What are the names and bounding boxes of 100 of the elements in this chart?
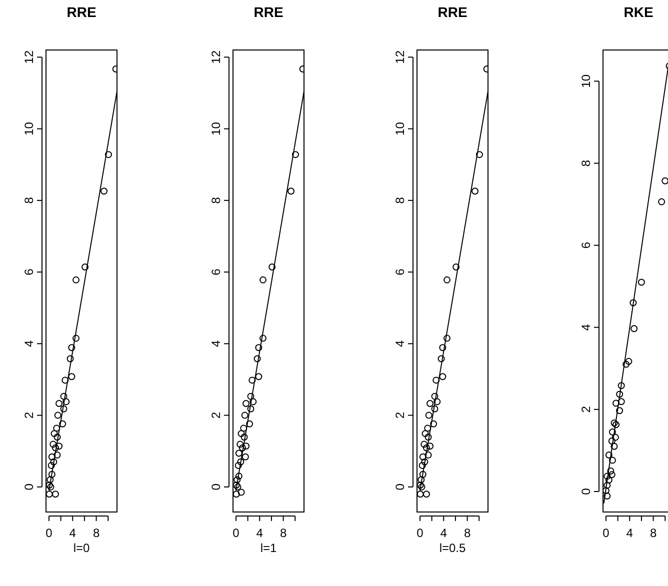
point (430, 420, 438, 428)
point (68, 373, 76, 380)
point (247, 405, 254, 412)
y-tick-label: 0 (579, 488, 593, 495)
point (234, 476, 241, 484)
point (100, 188, 108, 195)
y-tick-label: 2 (393, 412, 407, 419)
point (247, 392, 254, 400)
point (241, 412, 248, 419)
point (72, 276, 80, 284)
point (625, 358, 632, 365)
point (421, 458, 428, 466)
point (254, 355, 261, 362)
chart-title: RRE (254, 4, 284, 20)
point (476, 151, 483, 158)
x-tick-label: 4 (69, 526, 76, 540)
point (59, 420, 66, 428)
point (48, 470, 56, 478)
point (255, 373, 262, 380)
y-tick-label: 2 (22, 412, 36, 419)
point (610, 419, 618, 426)
y-tick-label: 10 (393, 122, 407, 136)
point (616, 407, 624, 414)
point (50, 440, 57, 448)
point (54, 434, 61, 441)
point (104, 151, 112, 158)
point (60, 405, 68, 412)
point (234, 462, 242, 469)
chart-title: RKE (624, 4, 654, 20)
point (438, 355, 445, 362)
point (53, 424, 60, 432)
point (418, 476, 425, 484)
point (658, 198, 666, 206)
point (259, 334, 266, 342)
point (605, 451, 612, 458)
y-tick-label: 10 (579, 74, 593, 88)
point (616, 390, 624, 398)
x-tick-label: 4 (626, 526, 634, 540)
point (54, 452, 61, 459)
point (638, 278, 645, 286)
point (425, 412, 432, 419)
point (62, 398, 70, 406)
x-tick-label: 8 (92, 526, 100, 540)
x-tick-label: 4 (440, 526, 448, 540)
point (612, 434, 619, 441)
y-tick-label: 4 (22, 340, 36, 348)
y-tick-label: 6 (22, 268, 36, 276)
point (419, 453, 426, 460)
point (66, 355, 74, 362)
point (240, 434, 248, 441)
point (610, 442, 618, 450)
point (622, 360, 630, 368)
x-axis-title: l=0.5 (439, 541, 466, 555)
y-tick-label: 10 (22, 122, 36, 136)
point (287, 188, 294, 195)
x-axis-title: l=0 (73, 541, 90, 555)
point (250, 398, 257, 406)
point (431, 405, 438, 412)
y-tick-label: 8 (579, 160, 593, 167)
x-tick-label: 0 (416, 526, 424, 540)
point (608, 428, 616, 436)
x-tick-label: 8 (464, 526, 471, 540)
y-tick-label: 12 (209, 50, 223, 64)
point (242, 453, 249, 460)
x-tick-label: 8 (650, 526, 657, 540)
x-tick-label: 0 (602, 526, 610, 540)
point (255, 344, 262, 352)
point (268, 264, 276, 271)
point (46, 490, 53, 498)
y-tick-label: 12 (393, 50, 407, 64)
y-tick-label: 8 (209, 196, 223, 204)
point (418, 462, 426, 469)
point (612, 400, 620, 407)
y-tick-label: 8 (22, 196, 36, 204)
y-tick-label: 6 (393, 268, 407, 276)
point (605, 476, 612, 484)
point (48, 462, 55, 469)
y-tick-label: 2 (579, 406, 593, 413)
point (424, 452, 432, 459)
point (420, 440, 428, 448)
point (236, 440, 244, 448)
point (422, 444, 430, 452)
point (238, 488, 245, 496)
point (612, 421, 620, 428)
point (56, 442, 63, 450)
point (72, 334, 80, 342)
y-tick-label: 4 (579, 324, 593, 331)
point (54, 412, 62, 419)
point (630, 325, 638, 332)
point (424, 424, 432, 432)
point (235, 472, 242, 480)
point (259, 276, 266, 284)
point (48, 453, 56, 460)
point (52, 444, 59, 452)
point (443, 276, 450, 284)
point (82, 264, 89, 271)
y-tick-label: 10 (209, 122, 223, 136)
point (246, 420, 254, 428)
point (52, 490, 59, 498)
point (608, 456, 616, 464)
